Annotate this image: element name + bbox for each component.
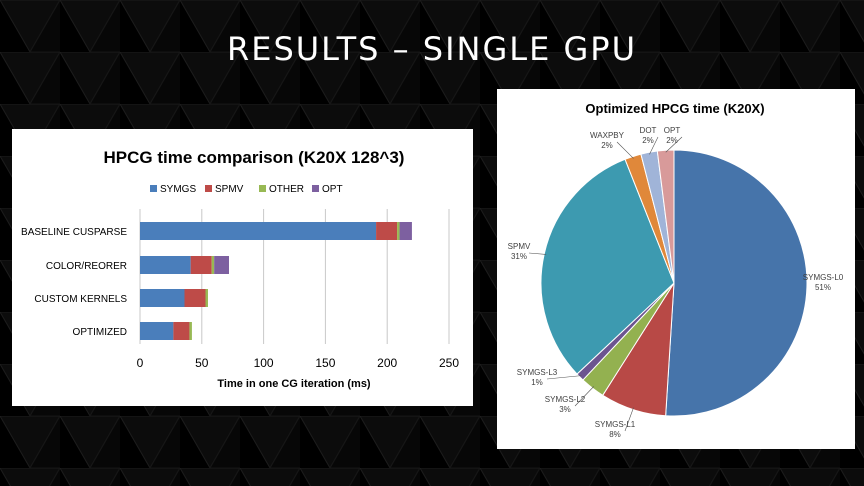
category-label: CUSTOM KERNELS bbox=[34, 294, 127, 305]
bar-symgs bbox=[140, 322, 174, 340]
pie-slice-symgs-l0 bbox=[665, 149, 808, 417]
pie-pct-opt: 2% bbox=[666, 136, 678, 145]
pie-leader-line bbox=[546, 375, 582, 380]
pie-leader-line bbox=[616, 141, 634, 159]
bar-other bbox=[189, 322, 192, 340]
bar-spmv bbox=[376, 222, 398, 240]
x-tick-label: 150 bbox=[315, 356, 335, 370]
bar-spmv bbox=[184, 289, 206, 307]
bar-other bbox=[205, 289, 208, 307]
pie-label-opt: OPT bbox=[664, 126, 681, 135]
legend-label-symgs: SYMGS bbox=[160, 184, 196, 195]
pie-leader-line bbox=[574, 386, 594, 407]
bar-symgs bbox=[140, 222, 377, 240]
bar-spmv bbox=[173, 322, 190, 340]
pie-label-dot: DOT bbox=[640, 126, 657, 135]
pie-label-symgs-l3: SYMGS-L3 bbox=[517, 368, 558, 377]
bar-chart-legend: SYMGS SPMV OTHER OPT bbox=[150, 184, 343, 195]
legend-label-opt: OPT bbox=[322, 184, 343, 195]
pie-pct-symgs-l2: 3% bbox=[559, 405, 571, 414]
bar-chart-xlabel: Time in one CG iteration (ms) bbox=[217, 378, 371, 390]
legend-swatch-symgs bbox=[150, 185, 157, 192]
x-tick-label: 250 bbox=[439, 356, 459, 370]
pie-leader-line bbox=[624, 407, 634, 432]
legend-swatch-spmv bbox=[205, 185, 212, 192]
bar-other bbox=[397, 222, 400, 240]
pie-label-spmv: SPMV bbox=[508, 242, 531, 251]
pie-leader-line bbox=[649, 136, 659, 155]
pie-leader-line bbox=[528, 252, 547, 255]
pie-pct-symgs-l1: 8% bbox=[609, 430, 621, 439]
pie-label-waxpby: WAXPBY bbox=[590, 131, 625, 140]
legend-swatch-opt bbox=[312, 185, 319, 192]
bar-chart-tick-labels: 0 50 100 150 200 250 bbox=[137, 356, 460, 370]
x-tick-label: 100 bbox=[254, 356, 274, 370]
bar-chart-panel: HPCG time comparison (K20X 128^3) SYMGS S… bbox=[12, 129, 473, 406]
bar-spmv bbox=[190, 256, 212, 274]
legend-label-other: OTHER bbox=[269, 184, 304, 195]
bar-opt bbox=[399, 222, 412, 240]
bar-chart: HPCG time comparison (K20X 128^3) SYMGS S… bbox=[21, 148, 460, 390]
pie-chart-slices bbox=[540, 149, 808, 417]
pie-label-symgs-l0: SYMGS-L0 bbox=[803, 273, 844, 282]
pie-leader-line bbox=[665, 136, 683, 153]
legend-swatch-other bbox=[259, 185, 266, 192]
bar-symgs bbox=[140, 256, 191, 274]
bar-chart-bars bbox=[140, 222, 412, 340]
pie-chart-panel: Optimized HPCG time (K20X) SYMGS-L0 51% SY… bbox=[497, 89, 855, 449]
x-tick-label: 200 bbox=[377, 356, 397, 370]
category-label: BASELINE CUSPARSE bbox=[21, 227, 127, 238]
x-tick-label: 0 bbox=[137, 356, 144, 370]
pie-pct-waxpby: 2% bbox=[601, 141, 613, 150]
pie-pct-symgs-l3: 1% bbox=[531, 378, 543, 387]
pie-slice-opt bbox=[656, 149, 675, 284]
pie-pct-dot: 2% bbox=[642, 136, 654, 145]
pie-chart-title: Optimized HPCG time (K20X) bbox=[585, 101, 764, 116]
pie-chart: Optimized HPCG time (K20X) SYMGS-L051%SY… bbox=[508, 101, 844, 439]
category-label: COLOR/REORER bbox=[46, 261, 127, 272]
bar-opt bbox=[214, 256, 229, 274]
category-label: OPTIMIZED bbox=[73, 327, 127, 338]
pie-label-symgs-l2: SYMGS-L2 bbox=[545, 395, 586, 404]
bar-chart-title: HPCG time comparison (K20X 128^3) bbox=[104, 148, 405, 167]
pie-pct-spmv: 31% bbox=[511, 252, 527, 261]
bar-chart-category-labels: BASELINE CUSPARSE COLOR/REORER CUSTOM KERN… bbox=[21, 227, 127, 338]
legend-label-spmv: SPMV bbox=[215, 184, 244, 195]
bar-other bbox=[211, 256, 215, 274]
pie-label-symgs-l1: SYMGS-L1 bbox=[595, 420, 636, 429]
bar-symgs bbox=[140, 289, 185, 307]
slide-title: RESULTS – SINGLE GPU bbox=[226, 30, 638, 68]
x-tick-label: 50 bbox=[195, 356, 209, 370]
pie-pct-symgs-l0: 51% bbox=[815, 283, 831, 292]
